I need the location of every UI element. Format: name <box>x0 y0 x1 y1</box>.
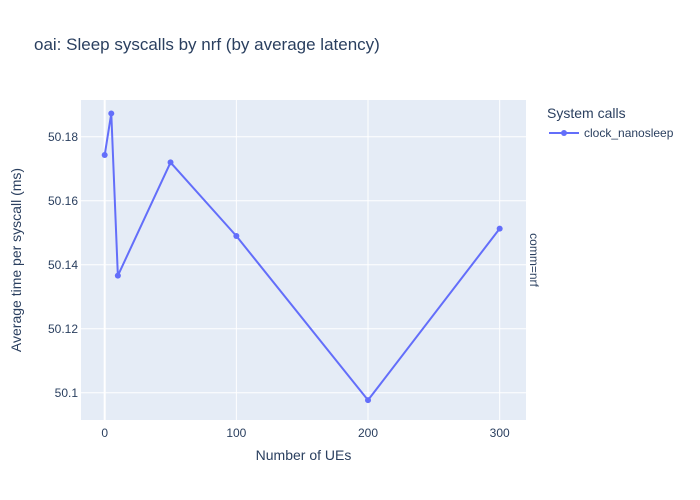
data-point[interactable] <box>496 225 503 232</box>
x-tick-label: 100 <box>226 426 246 440</box>
data-point[interactable] <box>167 159 174 166</box>
data-point[interactable] <box>101 152 108 159</box>
grid <box>81 100 526 420</box>
x-tick-label: 300 <box>490 426 510 440</box>
y-tick-labels: 50.1 50.12 50.14 50.16 50.18 <box>48 130 78 400</box>
y-tick-label: 50.14 <box>48 258 78 272</box>
chart-title: oai: Sleep syscalls by nrf (by average l… <box>34 35 380 54</box>
legend-marker <box>561 130 567 136</box>
y-axis-title: Average time per syscall (ms) <box>8 168 24 352</box>
data-point[interactable] <box>114 272 121 279</box>
data-point[interactable] <box>233 233 240 239</box>
x-tick-labels: 0 100 200 300 <box>101 426 510 440</box>
y-tick-label: 50.18 <box>48 130 78 144</box>
plot-area <box>81 100 526 420</box>
x-axis-title: Number of UEs <box>256 447 352 463</box>
data-point[interactable] <box>365 397 372 404</box>
facet-label: comm=nrf <box>527 233 541 287</box>
series-layer <box>101 110 503 404</box>
legend-item-label[interactable]: clock_nanosleep <box>584 126 674 140</box>
data-point[interactable] <box>108 110 115 117</box>
y-tick-label: 50.16 <box>48 194 78 208</box>
y-tick-label: 50.12 <box>48 322 78 336</box>
legend-title: System calls <box>547 105 626 121</box>
x-tick-label: 0 <box>101 426 108 440</box>
x-tick-label: 200 <box>358 426 378 440</box>
y-tick-label: 50.1 <box>55 386 79 400</box>
legend[interactable]: clock_nanosleep <box>549 126 674 140</box>
